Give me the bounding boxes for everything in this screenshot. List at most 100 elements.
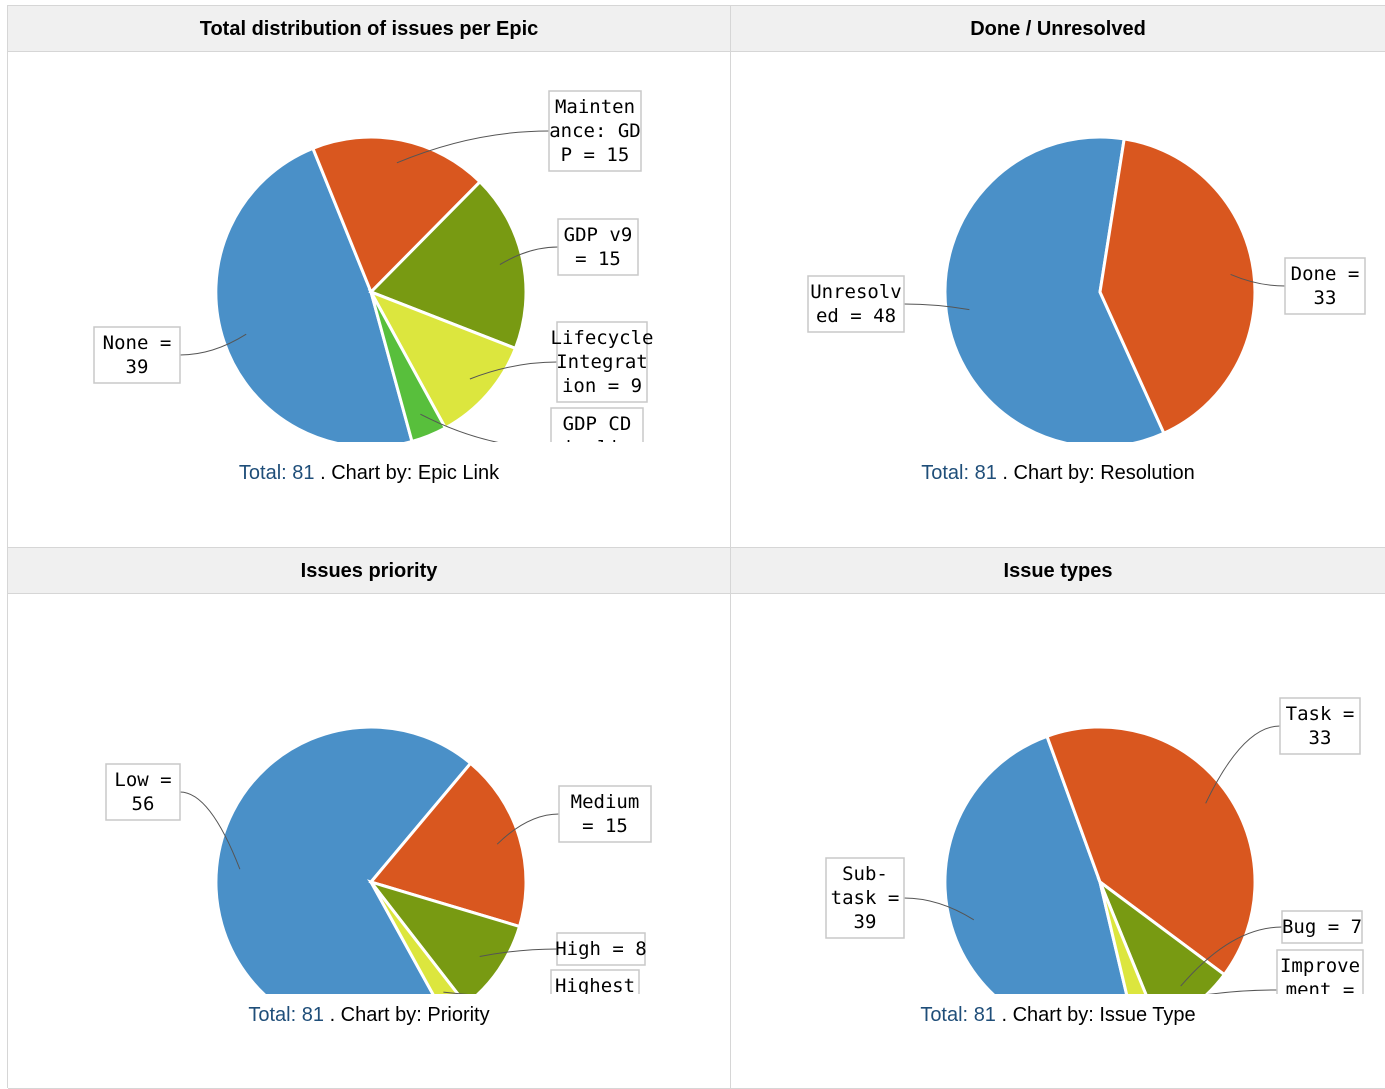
label-line: = 15: [582, 815, 628, 837]
pie-slice-gdp-cd-pipeline[interactable]: [369, 291, 448, 442]
label-box: [1284, 257, 1366, 315]
label-line: GDP CD: [563, 413, 632, 435]
panel-title: Done / Unresolved: [731, 6, 1385, 52]
pie-slice-low[interactable]: [214, 725, 473, 994]
label-line: Low =: [114, 769, 171, 791]
label-leader-line: [903, 303, 970, 311]
label-line: Done =: [1291, 263, 1360, 285]
pie-slice-highest[interactable]: [369, 881, 466, 994]
label-leader-line: [1205, 725, 1281, 804]
label-box: [550, 969, 640, 994]
label-line: Highest: [555, 975, 635, 994]
label-box: [105, 763, 181, 821]
label-line: ion = 9: [562, 375, 642, 397]
panel-title: Issue types: [731, 548, 1385, 594]
label-box: [558, 785, 652, 843]
pie-slice-unresolved[interactable]: [943, 135, 1166, 442]
label-box: [550, 407, 644, 442]
pie-slice-sub-task[interactable]: [943, 734, 1136, 994]
pie-slice-high[interactable]: [366, 879, 522, 994]
label-box: [1281, 910, 1363, 944]
slice-label: GDP v9= 15: [557, 218, 639, 276]
label-box: [556, 932, 646, 966]
pie-slice-none[interactable]: [214, 146, 414, 442]
slice-label: High = 8: [555, 932, 647, 966]
label-line: 33: [1314, 287, 1337, 309]
chart-by-text: . Chart by: Resolution: [1002, 462, 1195, 484]
label-line: = 15: [575, 248, 621, 270]
label-line: Mainten: [555, 96, 635, 118]
label-box: [1279, 697, 1361, 755]
label-box: [825, 857, 905, 939]
slice-label: Bug = 7: [1281, 910, 1363, 944]
label-line: 39: [854, 911, 877, 933]
label-line: Lifecycle: [551, 327, 654, 349]
label-box: [557, 218, 639, 276]
label-leader-line: [479, 948, 558, 957]
label-line: ed = 48: [816, 305, 896, 327]
label-box: [548, 90, 642, 172]
panel-issue-types: Issue types Sub-task = 39 Task = 33 Bug = 7 I…: [731, 548, 1385, 1089]
panel-epic-distribution: Total distribution of issues per Epic No…: [8, 6, 731, 548]
label-leader-line: [496, 813, 560, 845]
pie-slice-medium[interactable]: [368, 761, 528, 929]
total-link[interactable]: Total: 81: [920, 1004, 996, 1026]
pie-slice-task[interactable]: [1045, 725, 1257, 977]
chart-caption: Total: 81 . Chart by: Resolution: [731, 462, 1385, 485]
label-line: High = 8: [555, 938, 647, 960]
chart-caption: Total: 81 . Chart by: Epic Link: [8, 462, 730, 485]
label-line: 33: [1309, 727, 1332, 749]
label-box: [556, 321, 648, 403]
slice-label: None =39: [93, 326, 181, 384]
panel-title: Total distribution of issues per Epic: [8, 6, 730, 52]
label-line: None =: [103, 332, 172, 354]
label-line: 39: [126, 356, 149, 378]
label-line: Integrat: [556, 351, 648, 373]
pie-chart-resolution: Unresolved = 48 Done =33: [807, 135, 1366, 442]
label-leader-line: [499, 246, 559, 266]
label-leader-line: [469, 361, 558, 380]
pie-chart-issue-type: Sub-task =39 Task =33 Bug = 7 Improve ment =…: [825, 697, 1364, 994]
label-line: pipeline: [551, 437, 643, 442]
label-leader-line: [1207, 989, 1278, 994]
total-link[interactable]: Total: 81: [921, 462, 997, 484]
pie-slice-bug[interactable]: [1096, 877, 1227, 994]
label-line: Bug = 7: [1282, 916, 1362, 938]
label-box: [93, 326, 181, 384]
label-leader-line: [179, 333, 247, 356]
label-leader-line: [396, 130, 550, 164]
slice-label: Highest= 2: [550, 969, 640, 994]
slice-label: Medium= 15: [558, 785, 652, 843]
pie-slice-done[interactable]: [1098, 137, 1257, 436]
pie-slice-lifecycle-integration[interactable]: [367, 289, 518, 431]
slice-label: Sub-task =39: [825, 857, 905, 939]
label-leader-line: [903, 897, 975, 921]
slice-label: Low =56: [105, 763, 181, 821]
chart-caption: Total: 81 . Chart by: Issue Type: [731, 1004, 1385, 1027]
chart-caption: Total: 81 . Chart by: Priority: [8, 1004, 730, 1027]
total-link[interactable]: Total: 81: [248, 1004, 324, 1026]
label-line: Unresolv: [810, 281, 902, 303]
panel-issues-priority: Issues priority Low = 56 Medium = 15 High = …: [8, 548, 731, 1089]
label-line: ment =: [1286, 979, 1355, 994]
slice-label: Task =33: [1279, 697, 1361, 755]
label-line: Improve: [1280, 955, 1360, 977]
slice-label: GDP CDpipeline= 3: [550, 407, 644, 442]
pie-slice-improvement[interactable]: [1098, 881, 1159, 994]
label-box: [807, 275, 905, 333]
slice-label: Done =33: [1284, 257, 1366, 315]
label-leader-line: [443, 991, 469, 994]
label-line: Task =: [1286, 703, 1355, 725]
label-line: 56: [132, 793, 155, 815]
panel-title: Issues priority: [8, 548, 730, 594]
label-leader-line: [420, 413, 499, 442]
label-line: task =: [831, 887, 900, 909]
panel-done-unresolved: Done / Unresolved Unresolv ed = 48 Done = 3…: [731, 6, 1385, 548]
pie-slice-maintenance-gdp[interactable]: [310, 135, 483, 295]
label-leader-line: [1230, 273, 1286, 287]
label-line: Medium: [571, 791, 640, 813]
total-link[interactable]: Total: 81: [238, 462, 315, 484]
